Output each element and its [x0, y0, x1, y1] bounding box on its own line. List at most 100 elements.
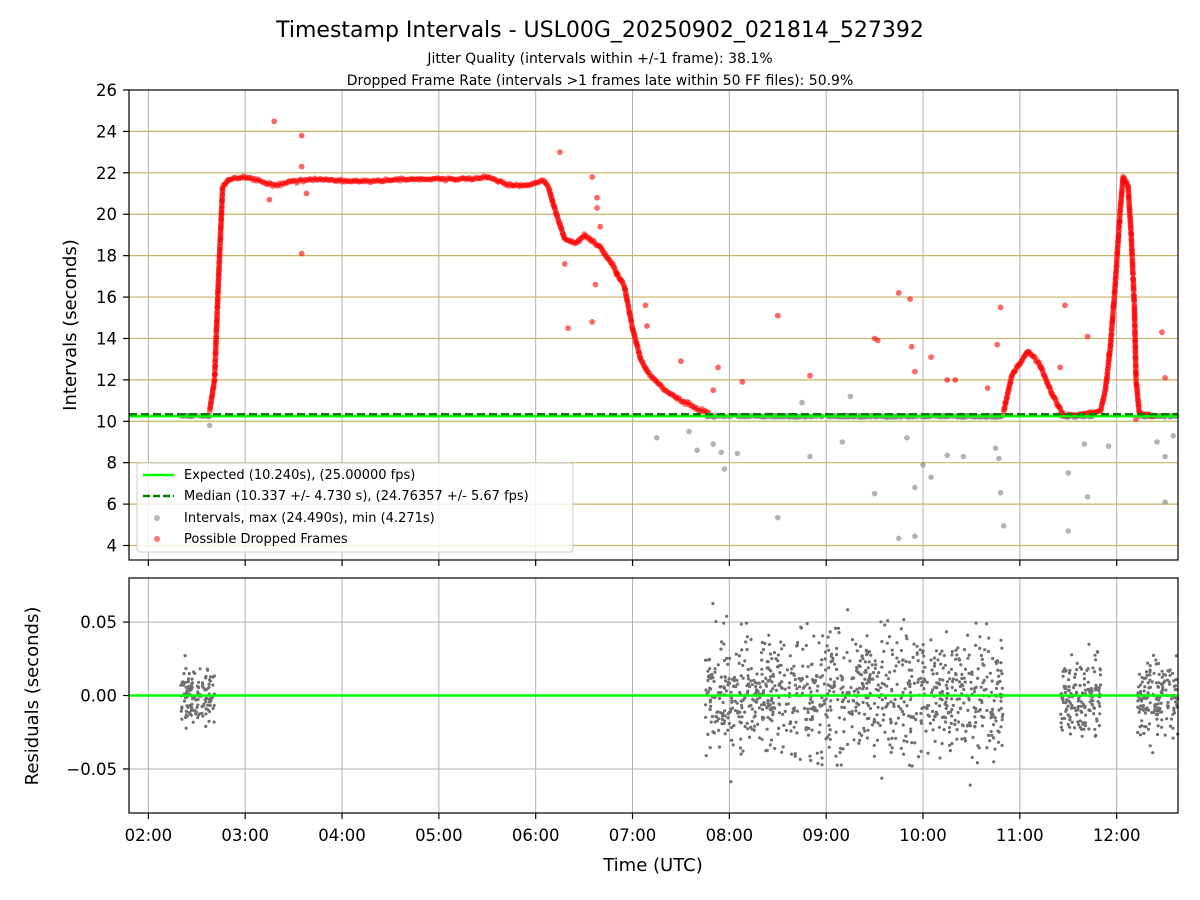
residual-point [866, 704, 871, 708]
residual-point [904, 734, 908, 738]
residual-point [818, 703, 822, 707]
residual-point [771, 710, 775, 714]
residual-point [746, 689, 750, 693]
residual-point [708, 667, 712, 671]
residual-point [999, 699, 1003, 703]
residual-point [1152, 671, 1156, 675]
residual-point [973, 725, 977, 729]
residual-point [1096, 650, 1100, 654]
residual-point [901, 663, 905, 667]
residual-point [806, 707, 810, 711]
residual-point [980, 714, 984, 719]
residual-point [1083, 688, 1088, 692]
residual-point [810, 700, 815, 704]
residual-point [1140, 697, 1144, 701]
residual-point [795, 687, 799, 691]
residual-point [716, 691, 721, 695]
residual-point [723, 679, 728, 683]
residual-point [1137, 710, 1141, 714]
residual-point [750, 683, 754, 687]
residual-point [783, 709, 787, 714]
residual-point [974, 643, 978, 648]
residual-point [835, 646, 839, 651]
residual-point [948, 749, 953, 753]
residual-point [768, 642, 772, 647]
residual-point [813, 709, 817, 713]
residual-point [944, 630, 949, 634]
residual-point [1070, 653, 1074, 657]
residuals-y-tick-label: −0.05 [66, 760, 117, 779]
residual-point [749, 637, 753, 642]
residual-point [760, 737, 764, 742]
residual-point [1172, 684, 1176, 688]
residual-point [1172, 679, 1176, 683]
dropped-frame-outlier-point [912, 368, 918, 375]
legend-expected: Expected (10.240s), (25.00000 fps) [184, 468, 415, 483]
residual-point [782, 723, 786, 728]
residual-point [801, 647, 805, 651]
residual-point [942, 653, 946, 658]
residual-point [846, 742, 850, 747]
residual-point [940, 649, 944, 653]
residual-point [1097, 686, 1101, 690]
residual-point [956, 646, 960, 650]
residual-point [1160, 669, 1164, 673]
residual-point [704, 754, 708, 758]
residual-point [1167, 680, 1171, 684]
residual-point [709, 704, 713, 708]
residual-point [894, 721, 898, 726]
intervals-y-tick-label: 18 [96, 247, 117, 266]
residual-point [184, 726, 188, 730]
residual-point [793, 754, 797, 758]
residual-point [964, 729, 968, 734]
residual-point [858, 659, 862, 663]
residual-point [1173, 688, 1177, 692]
residual-point [795, 709, 800, 713]
residual-point [795, 644, 799, 648]
interval-outlier-point [944, 452, 950, 459]
residual-point [1138, 733, 1143, 737]
residual-point [1060, 717, 1064, 721]
residual-point [868, 706, 873, 711]
residual-point [182, 699, 187, 703]
residual-point [1087, 708, 1091, 712]
residual-point [957, 657, 961, 661]
residual-point [731, 743, 735, 747]
residual-point [186, 679, 190, 683]
residual-point [719, 675, 723, 679]
interval-outlier-point [960, 453, 967, 460]
residual-point [867, 680, 871, 684]
residual-point [806, 665, 810, 669]
residual-point [865, 736, 870, 740]
residual-point [985, 708, 989, 713]
residual-point [827, 666, 831, 670]
interval-outlier-point [807, 453, 813, 460]
residual-point [799, 625, 803, 629]
residual-point [737, 715, 741, 719]
residual-point [960, 676, 964, 681]
residual-point [992, 699, 996, 703]
dropped-frame-outlier-point [597, 223, 604, 230]
dropped-frame-outlier-point [928, 354, 934, 360]
residual-point [908, 697, 913, 702]
interval-outlier-point [1081, 441, 1088, 447]
residual-point [770, 696, 774, 701]
residual-point [1154, 658, 1158, 662]
residual-point [828, 705, 832, 709]
interval-outlier-point [686, 428, 692, 435]
residual-point [932, 664, 937, 668]
x-tick-label: 06:00 [512, 826, 560, 845]
residual-point [968, 724, 973, 728]
residual-point [1098, 712, 1102, 716]
residual-point [880, 660, 884, 664]
residual-point [936, 658, 940, 662]
residual-point [981, 662, 985, 666]
residual-point [1083, 706, 1087, 710]
residual-point [924, 729, 928, 733]
residual-point [743, 710, 747, 714]
residual-point [766, 698, 770, 703]
residual-point [918, 648, 922, 652]
residual-point [827, 723, 831, 728]
residual-point [860, 654, 864, 658]
intervals-y-axis-label: Intervals (seconds) [60, 239, 81, 411]
